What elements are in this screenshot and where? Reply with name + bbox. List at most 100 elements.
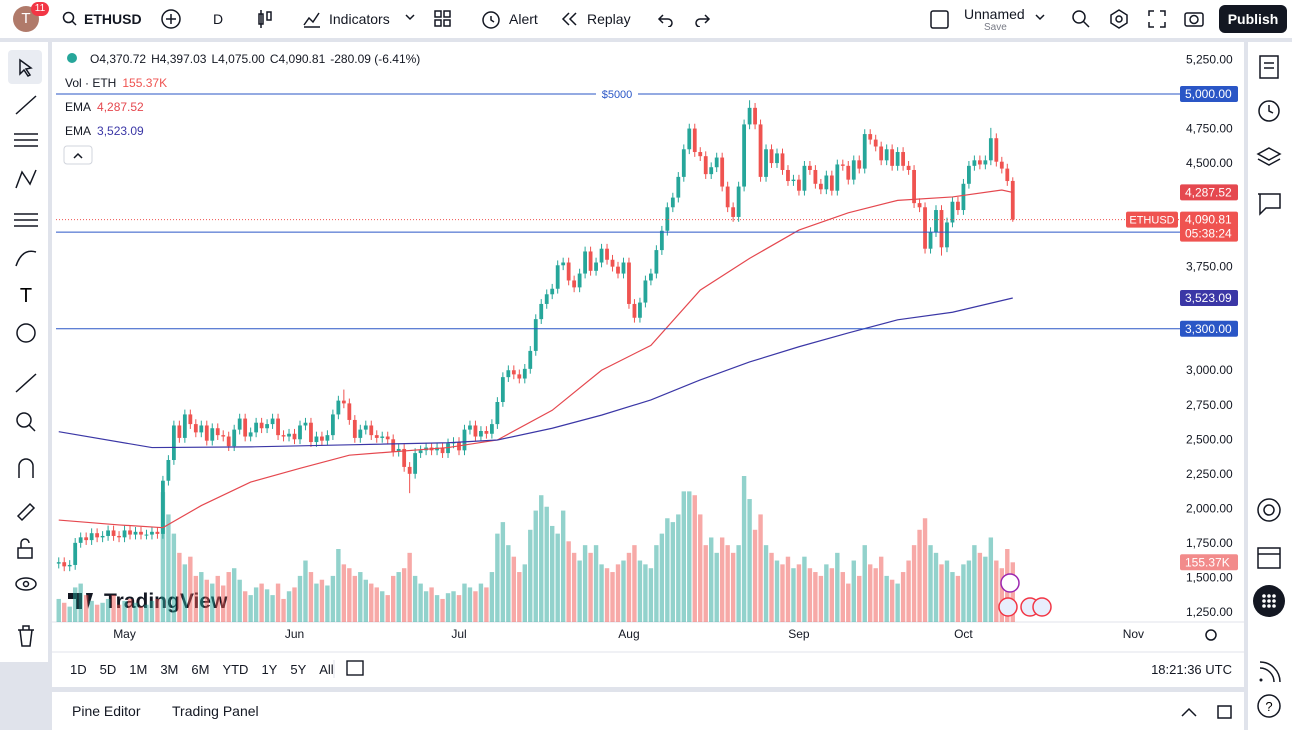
- layouts-icon[interactable]: [434, 10, 452, 28]
- interval[interactable]: D: [213, 11, 224, 27]
- candle-body: [84, 537, 89, 541]
- volume-bar: [862, 545, 867, 622]
- candle-body: [391, 439, 396, 452]
- tool-icons[interactable]: T: [0, 42, 48, 662]
- y-tick-label: 4,500.00: [1186, 156, 1233, 170]
- undo[interactable]: [656, 11, 674, 27]
- alert[interactable]: Alert: [509, 11, 538, 27]
- candle-body: [232, 429, 237, 447]
- volume-bar: [221, 585, 226, 622]
- range-button[interactable]: 3M: [160, 662, 178, 677]
- candle-body: [884, 149, 889, 161]
- volume-bar: [933, 552, 939, 622]
- quick-search[interactable]: [1070, 8, 1092, 30]
- range-button[interactable]: All: [319, 662, 334, 677]
- x-tick-label: Sep: [788, 627, 810, 641]
- volume-bar: [533, 510, 538, 622]
- candle-body: [654, 250, 659, 274]
- date-range-icon[interactable]: [346, 660, 364, 676]
- range-button[interactable]: 1Y: [261, 662, 277, 677]
- settings[interactable]: [1108, 8, 1130, 30]
- candle-body: [413, 453, 418, 474]
- indicators[interactable]: Indicators: [329, 11, 390, 27]
- volume-bar: [418, 583, 423, 622]
- candle-body: [199, 425, 204, 433]
- candle-body: [314, 436, 319, 443]
- indicators-icon[interactable]: [302, 9, 322, 29]
- redo[interactable]: [694, 11, 712, 27]
- candle-body: [736, 186, 741, 217]
- layout-icon[interactable]: [930, 10, 950, 30]
- add-symbol[interactable]: [160, 8, 182, 30]
- range-button[interactable]: 5Y: [290, 662, 306, 677]
- range-button[interactable]: 5D: [100, 662, 117, 677]
- fullscreen[interactable]: [1146, 8, 1168, 30]
- range-button[interactable]: 6M: [191, 662, 209, 677]
- legend-value: 4,370.72: [99, 52, 146, 66]
- volume-bar: [100, 602, 105, 622]
- candle-body: [182, 414, 187, 438]
- symbol[interactable]: ETHUSD: [84, 11, 142, 27]
- volume-bar: [610, 572, 615, 622]
- publish-button[interactable]: Publish: [1219, 5, 1287, 33]
- candle-body: [659, 230, 664, 251]
- panel-controls[interactable]: [1180, 704, 1240, 720]
- candle-body: [292, 433, 297, 440]
- chart-style[interactable]: [256, 8, 274, 30]
- volume-bar: [961, 564, 966, 622]
- candle-body: [758, 124, 763, 177]
- chevron[interactable]: [1035, 14, 1045, 22]
- candle-body: [605, 248, 609, 260]
- ema-line: [58, 189, 1013, 529]
- range-button[interactable]: 1M: [129, 662, 147, 677]
- volume-bar: [308, 572, 314, 622]
- clock: 18:21:36 UTC: [1151, 662, 1232, 677]
- replay[interactable]: Replay: [587, 11, 631, 27]
- candle-body: [917, 203, 922, 208]
- layout-name[interactable]: Unnamed: [964, 6, 1025, 22]
- last-price-label-countdown: 05:38:24: [1185, 227, 1232, 241]
- alert-icon[interactable]: [480, 8, 502, 30]
- volume-bar: [621, 560, 626, 622]
- axis-settings[interactable]: [1205, 629, 1217, 641]
- volume-bar: [511, 556, 517, 622]
- volume-bar: [292, 587, 297, 622]
- volume-bar: [637, 560, 643, 622]
- chevron[interactable]: [405, 14, 415, 22]
- snapshot[interactable]: [1183, 8, 1205, 30]
- candle-body: [341, 400, 346, 404]
- volume-bar: [824, 564, 829, 622]
- volume-bar: [363, 579, 368, 622]
- y-tick-label: 1,250.00: [1186, 605, 1233, 619]
- volume-bar: [676, 514, 681, 622]
- panel-tab[interactable]: Pine Editor: [72, 703, 141, 719]
- candle-body: [939, 210, 944, 248]
- volume-bar: [462, 583, 467, 622]
- event-flag: [1032, 597, 1052, 617]
- candle-body: [813, 169, 818, 184]
- level-price-label: 5,000.00: [1185, 87, 1232, 101]
- legend-key: O: [90, 52, 99, 66]
- candle-body: [402, 448, 407, 467]
- candle-body: [890, 149, 895, 166]
- panel-tab[interactable]: Trading Panel: [172, 703, 259, 719]
- volume-bar: [456, 595, 462, 622]
- candle-body: [62, 562, 67, 567]
- candle-body: [309, 422, 313, 443]
- y-tick-label: 5,250.00: [1186, 53, 1233, 67]
- range-button[interactable]: YTD: [222, 662, 248, 677]
- range-button[interactable]: 1D: [70, 662, 87, 677]
- widget-icons[interactable]: ?: [1248, 42, 1292, 730]
- volume-bar: [62, 602, 67, 622]
- candle-body: [627, 262, 631, 304]
- candle-body: [857, 160, 862, 169]
- volume-bar: [939, 564, 944, 622]
- candle-body: [703, 156, 708, 175]
- volume-bar: [391, 575, 396, 622]
- volume-bar: [670, 522, 676, 622]
- candle-body: [780, 153, 785, 170]
- candle-body: [709, 167, 714, 175]
- replay-icon[interactable]: [561, 11, 579, 27]
- volume-bar: [884, 575, 889, 622]
- candle-body: [638, 302, 642, 318]
